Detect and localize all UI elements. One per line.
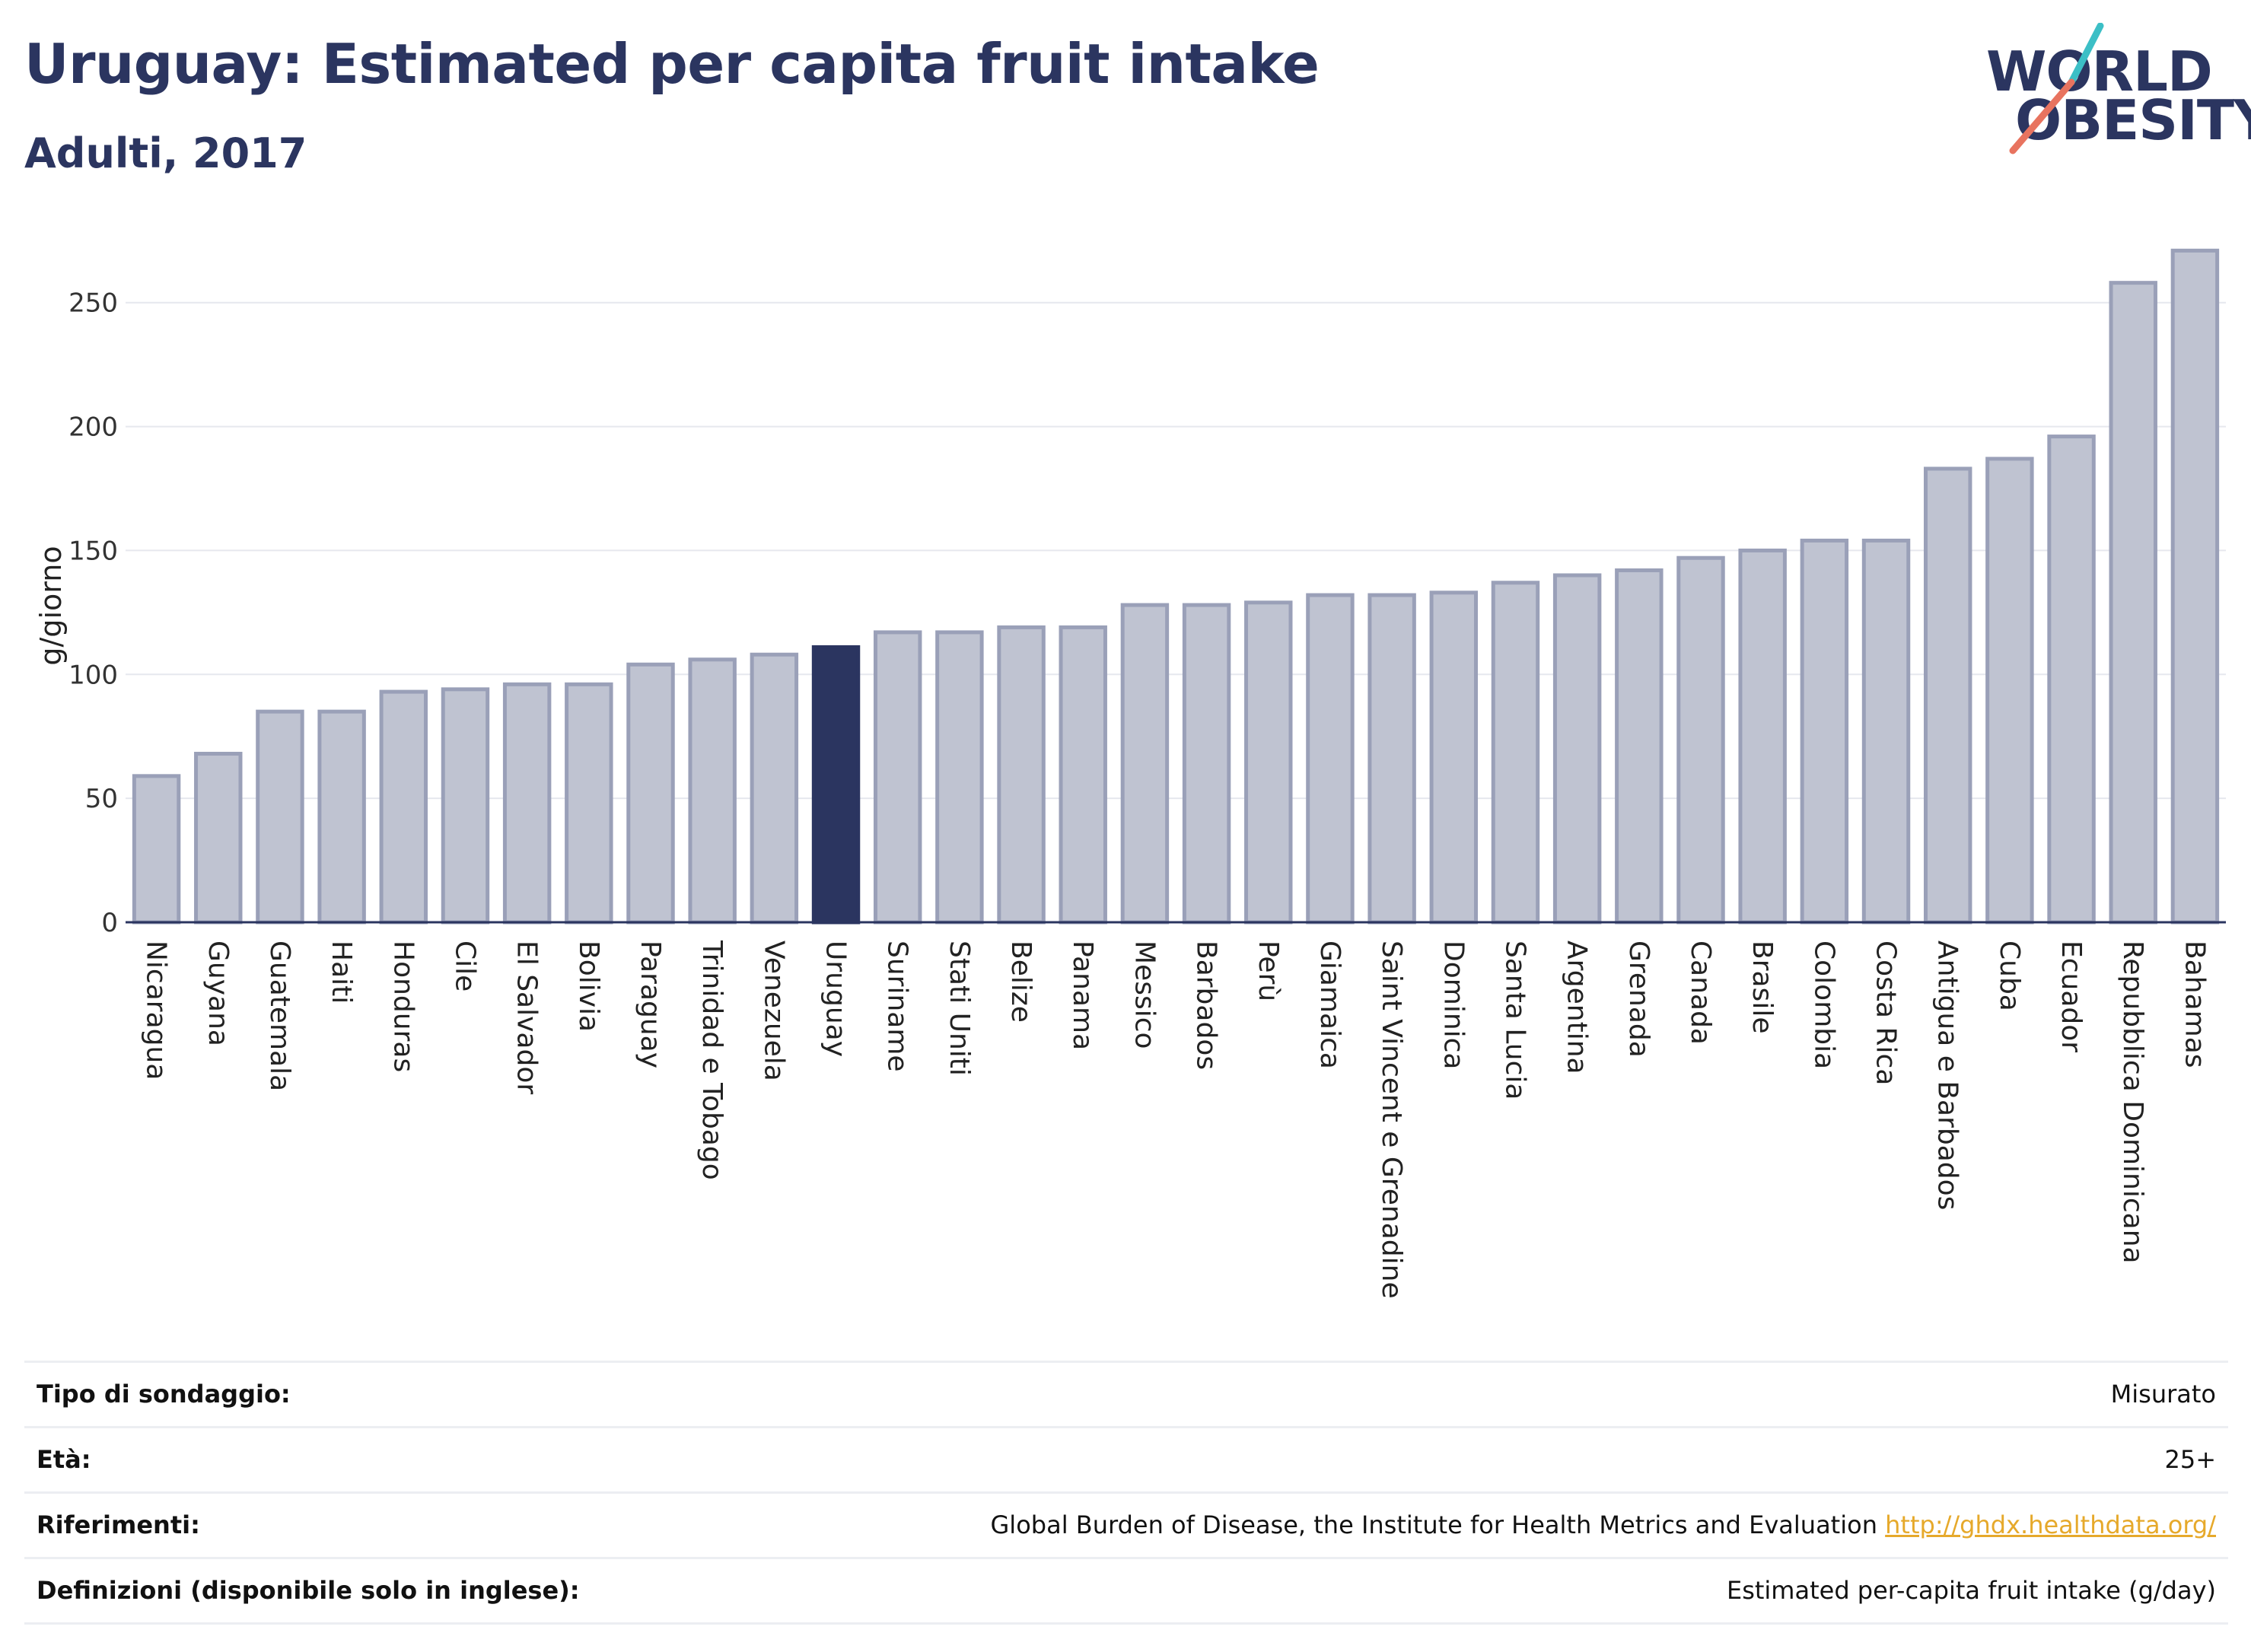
bar <box>1861 538 1911 925</box>
logo-line1: WORLD <box>1986 40 2213 103</box>
bar <box>750 652 799 925</box>
meta-label: Età: <box>37 1445 91 1474</box>
y-tick-label: 100 <box>68 660 118 690</box>
logo-slash-icon <box>2009 23 2104 154</box>
x-tick-label: Brasile <box>1746 941 1778 1033</box>
x-tick-label: Messico <box>1129 941 1160 1049</box>
x-tick-label: Guyana <box>202 941 234 1046</box>
bar <box>2047 434 2096 925</box>
reference-text: Global Burden of Disease, the Institute … <box>990 1510 1877 1539</box>
bar <box>997 625 1046 925</box>
meta-value: 25+ <box>2164 1445 2216 1474</box>
x-tick-label: Grenada <box>1623 941 1654 1058</box>
x-tick-label: Antigua e Barbados <box>1932 941 1963 1210</box>
bar <box>1059 625 1107 925</box>
x-tick-label: Perù <box>1253 941 1284 1001</box>
x-tick-label: Nicaragua <box>141 941 172 1080</box>
bar <box>1120 603 1170 925</box>
bar <box>1182 603 1231 925</box>
x-tick-label: Dominica <box>1438 941 1469 1070</box>
bar <box>1244 600 1293 925</box>
x-tick-label: Haiti <box>326 941 357 1004</box>
bar <box>132 774 181 925</box>
bar <box>873 630 922 925</box>
bar <box>688 657 737 925</box>
bar <box>1367 593 1416 925</box>
x-tick-label: Costa Rica <box>1871 941 1902 1085</box>
y-tick-label: 150 <box>68 536 118 566</box>
bar <box>1676 555 1725 925</box>
x-tick-label: Colombia <box>1808 941 1839 1069</box>
meta-value-references: Global Burden of Disease, the Institute … <box>991 1510 2217 1539</box>
bar <box>1491 581 1540 925</box>
meta-row-definitions: Definizioni (disponibile solo in inglese… <box>24 1557 2228 1625</box>
y-tick-label: 0 <box>101 908 118 938</box>
x-tick-label: Bolivia <box>573 941 604 1032</box>
bar <box>441 687 490 925</box>
x-tick-label: Santa Lucia <box>1499 941 1530 1100</box>
meta-value: Estimated per-capita fruit intake (g/day… <box>1726 1576 2216 1605</box>
y-tick-label: 50 <box>85 784 118 814</box>
x-tick-label: Suriname <box>882 941 913 1072</box>
meta-row-age: Età: 25+ <box>24 1426 2228 1491</box>
x-tick-label: Uruguay <box>820 941 852 1057</box>
bar <box>502 682 552 925</box>
bar <box>1738 548 1787 925</box>
x-tick-label: Panama <box>1067 941 1098 1050</box>
bar <box>1800 538 1849 925</box>
reference-link[interactable]: http://ghdx.healthdata.org/ <box>1885 1510 2216 1539</box>
meta-value: Misurato <box>2110 1380 2216 1408</box>
bar <box>1306 593 1355 925</box>
x-tick-label: Ecuador <box>2055 941 2087 1052</box>
meta-row-survey-type: Tipo di sondaggio: Misurato <box>24 1361 2228 1426</box>
x-tick-label: Saint Vincent e Grenadine <box>1376 941 1407 1299</box>
bar <box>1615 568 1664 925</box>
bar <box>379 689 428 925</box>
x-tick-label: Stati Uniti <box>944 941 975 1076</box>
x-tick-label: Venezuela <box>758 941 789 1081</box>
y-tick-label: 250 <box>68 288 118 319</box>
bar <box>1985 457 2034 925</box>
bar <box>1429 590 1479 925</box>
x-tick-label: Barbados <box>1191 941 1222 1070</box>
y-tick-label: 200 <box>68 412 118 443</box>
bar <box>935 630 984 925</box>
bar <box>256 709 304 925</box>
bar <box>1923 466 1972 925</box>
metadata-table: Tipo di sondaggio: Misurato Età: 25+ Rif… <box>24 1361 2228 1625</box>
x-tick-label: Repubblica Dominicana <box>2117 941 2148 1264</box>
bar <box>1552 573 1602 925</box>
x-tick-label: Honduras <box>387 941 419 1072</box>
world-obesity-logo: WORLD OBESITY <box>1986 23 2251 160</box>
bar <box>626 662 675 925</box>
bar <box>2170 248 2220 925</box>
x-tick-label: El Salvador <box>511 941 543 1094</box>
chart-title: Uruguay: Estimated per capita fruit inta… <box>24 32 1320 96</box>
meta-label: Riferimenti: <box>37 1510 200 1539</box>
x-tick-label: Giamaica <box>1314 941 1345 1069</box>
bar <box>565 682 613 925</box>
x-tick-label: Guatemala <box>264 941 295 1091</box>
x-tick-label: Bahamas <box>2179 941 2210 1068</box>
bar <box>317 709 366 925</box>
bar <box>811 645 861 925</box>
bar <box>2109 281 2157 925</box>
meta-label: Tipo di sondaggio: <box>37 1380 291 1408</box>
x-tick-label: Canada <box>1685 941 1716 1045</box>
x-tick-label: Cuba <box>1994 941 2025 1011</box>
chart-subtitle: Adulti, 2017 <box>24 129 307 177</box>
meta-label: Definizioni (disponibile solo in inglese… <box>37 1576 580 1605</box>
meta-row-references: Riferimenti: Global Burden of Disease, t… <box>24 1491 2228 1557</box>
x-tick-label: Belize <box>1005 941 1036 1023</box>
x-tick-label: Argentina <box>1562 941 1593 1074</box>
x-tick-label: Trinidad e Tobago <box>696 940 728 1180</box>
y-axis-label: g/giorno <box>34 546 68 665</box>
x-tick-label: Cile <box>449 941 480 992</box>
bar <box>194 752 243 925</box>
bar-chart: 0 50 100 150 200 250 g/giorno Nicaragua Guyana Gu… <box>34 248 2226 1299</box>
x-tick-label: Paraguay <box>635 941 666 1068</box>
